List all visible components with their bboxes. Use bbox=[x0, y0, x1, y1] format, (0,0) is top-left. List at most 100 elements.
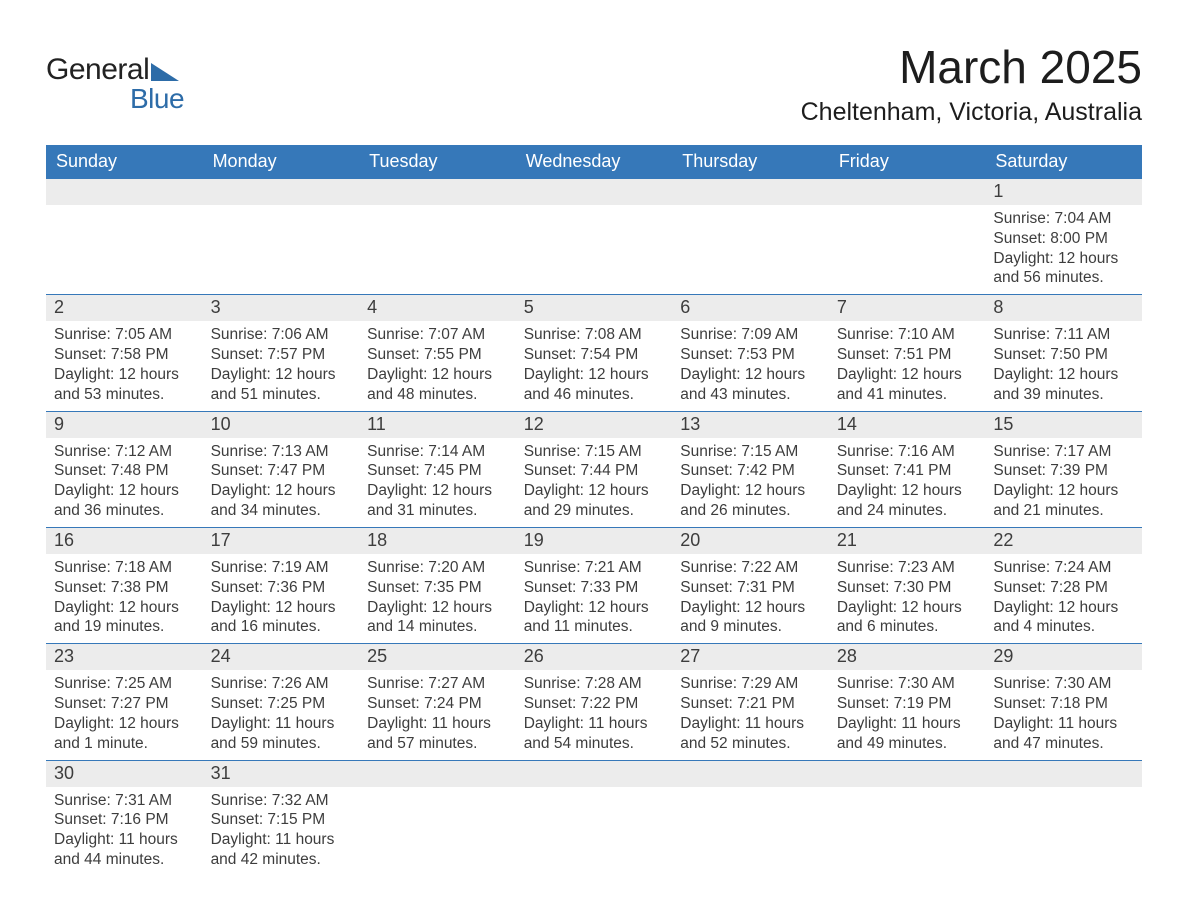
daylight-text: Daylight: 12 hours and 11 minutes. bbox=[524, 598, 665, 638]
calendar-cell: 9Sunrise: 7:12 AMSunset: 7:48 PMDaylight… bbox=[46, 411, 203, 527]
daylight-text: Daylight: 12 hours and 31 minutes. bbox=[367, 481, 508, 521]
sunrise-text: Sunrise: 7:28 AM bbox=[524, 674, 665, 694]
day-number: 5 bbox=[516, 295, 673, 321]
day-number: 25 bbox=[359, 644, 516, 670]
day-body: Sunrise: 7:21 AMSunset: 7:33 PMDaylight:… bbox=[516, 554, 673, 643]
sunrise-text: Sunrise: 7:21 AM bbox=[524, 558, 665, 578]
sunset-text: Sunset: 7:48 PM bbox=[54, 461, 195, 481]
sunset-text: Sunset: 7:55 PM bbox=[367, 345, 508, 365]
daylight-text: Daylight: 12 hours and 43 minutes. bbox=[680, 365, 821, 405]
daylight-text: Daylight: 12 hours and 24 minutes. bbox=[837, 481, 978, 521]
day-body: Sunrise: 7:05 AMSunset: 7:58 PMDaylight:… bbox=[46, 321, 203, 410]
calendar-cell: 27Sunrise: 7:29 AMSunset: 7:21 PMDayligh… bbox=[672, 644, 829, 760]
calendar-week-row: 23Sunrise: 7:25 AMSunset: 7:27 PMDayligh… bbox=[46, 644, 1142, 760]
day-number: 21 bbox=[829, 528, 986, 554]
day-number bbox=[359, 179, 516, 205]
logo-word2: Blue bbox=[130, 86, 184, 111]
day-number bbox=[672, 179, 829, 205]
day-body: Sunrise: 7:06 AMSunset: 7:57 PMDaylight:… bbox=[203, 321, 360, 410]
day-number bbox=[359, 761, 516, 787]
day-number: 11 bbox=[359, 412, 516, 438]
day-body: Sunrise: 7:14 AMSunset: 7:45 PMDaylight:… bbox=[359, 438, 516, 527]
sunset-text: Sunset: 7:22 PM bbox=[524, 694, 665, 714]
calendar-cell: 3Sunrise: 7:06 AMSunset: 7:57 PMDaylight… bbox=[203, 295, 360, 411]
location-title: Cheltenham, Victoria, Australia bbox=[801, 98, 1142, 127]
calendar-week-row: 9Sunrise: 7:12 AMSunset: 7:48 PMDaylight… bbox=[46, 411, 1142, 527]
day-number bbox=[985, 761, 1142, 787]
calendar-cell: 6Sunrise: 7:09 AMSunset: 7:53 PMDaylight… bbox=[672, 295, 829, 411]
sunset-text: Sunset: 7:44 PM bbox=[524, 461, 665, 481]
sunrise-text: Sunrise: 7:23 AM bbox=[837, 558, 978, 578]
sunrise-text: Sunrise: 7:25 AM bbox=[54, 674, 195, 694]
calendar-cell-empty bbox=[359, 179, 516, 295]
calendar-cell: 5Sunrise: 7:08 AMSunset: 7:54 PMDaylight… bbox=[516, 295, 673, 411]
day-number: 8 bbox=[985, 295, 1142, 321]
day-number: 17 bbox=[203, 528, 360, 554]
calendar-cell-empty bbox=[46, 179, 203, 295]
daylight-text: Daylight: 11 hours and 52 minutes. bbox=[680, 714, 821, 754]
calendar-cell-empty bbox=[359, 760, 516, 876]
daylight-text: Daylight: 12 hours and 21 minutes. bbox=[993, 481, 1134, 521]
day-number: 26 bbox=[516, 644, 673, 670]
daylight-text: Daylight: 12 hours and 16 minutes. bbox=[211, 598, 352, 638]
daylight-text: Daylight: 11 hours and 59 minutes. bbox=[211, 714, 352, 754]
daylight-text: Daylight: 12 hours and 48 minutes. bbox=[367, 365, 508, 405]
calendar-cell-empty bbox=[829, 179, 986, 295]
day-body: Sunrise: 7:12 AMSunset: 7:48 PMDaylight:… bbox=[46, 438, 203, 527]
day-number: 27 bbox=[672, 644, 829, 670]
day-number: 16 bbox=[46, 528, 203, 554]
calendar-cell: 25Sunrise: 7:27 AMSunset: 7:24 PMDayligh… bbox=[359, 644, 516, 760]
day-body bbox=[359, 787, 516, 871]
day-number: 10 bbox=[203, 412, 360, 438]
sunset-text: Sunset: 7:25 PM bbox=[211, 694, 352, 714]
calendar-cell: 4Sunrise: 7:07 AMSunset: 7:55 PMDaylight… bbox=[359, 295, 516, 411]
day-body bbox=[985, 787, 1142, 871]
weekday-header: Wednesday bbox=[516, 145, 673, 179]
sunrise-text: Sunrise: 7:20 AM bbox=[367, 558, 508, 578]
sunrise-text: Sunrise: 7:16 AM bbox=[837, 442, 978, 462]
day-body: Sunrise: 7:19 AMSunset: 7:36 PMDaylight:… bbox=[203, 554, 360, 643]
sunrise-text: Sunrise: 7:07 AM bbox=[367, 325, 508, 345]
day-body: Sunrise: 7:11 AMSunset: 7:50 PMDaylight:… bbox=[985, 321, 1142, 410]
sunset-text: Sunset: 7:57 PM bbox=[211, 345, 352, 365]
day-number: 20 bbox=[672, 528, 829, 554]
calendar-cell-empty bbox=[985, 760, 1142, 876]
day-body: Sunrise: 7:20 AMSunset: 7:35 PMDaylight:… bbox=[359, 554, 516, 643]
day-body: Sunrise: 7:04 AMSunset: 8:00 PMDaylight:… bbox=[985, 205, 1142, 294]
calendar-week-row: 30Sunrise: 7:31 AMSunset: 7:16 PMDayligh… bbox=[46, 760, 1142, 876]
calendar-week-row: 1Sunrise: 7:04 AMSunset: 8:00 PMDaylight… bbox=[46, 179, 1142, 295]
sunset-text: Sunset: 7:30 PM bbox=[837, 578, 978, 598]
calendar-cell: 23Sunrise: 7:25 AMSunset: 7:27 PMDayligh… bbox=[46, 644, 203, 760]
calendar-cell: 15Sunrise: 7:17 AMSunset: 7:39 PMDayligh… bbox=[985, 411, 1142, 527]
daylight-text: Daylight: 12 hours and 19 minutes. bbox=[54, 598, 195, 638]
calendar-cell: 16Sunrise: 7:18 AMSunset: 7:38 PMDayligh… bbox=[46, 527, 203, 643]
day-number: 30 bbox=[46, 761, 203, 787]
day-number: 19 bbox=[516, 528, 673, 554]
day-number: 18 bbox=[359, 528, 516, 554]
sunset-text: Sunset: 7:58 PM bbox=[54, 345, 195, 365]
sunset-text: Sunset: 8:00 PM bbox=[993, 229, 1134, 249]
sunrise-text: Sunrise: 7:26 AM bbox=[211, 674, 352, 694]
day-number bbox=[829, 761, 986, 787]
sunrise-text: Sunrise: 7:17 AM bbox=[993, 442, 1134, 462]
calendar-cell: 13Sunrise: 7:15 AMSunset: 7:42 PMDayligh… bbox=[672, 411, 829, 527]
day-body: Sunrise: 7:29 AMSunset: 7:21 PMDaylight:… bbox=[672, 670, 829, 759]
daylight-text: Daylight: 12 hours and 53 minutes. bbox=[54, 365, 195, 405]
daylight-text: Daylight: 12 hours and 34 minutes. bbox=[211, 481, 352, 521]
day-number bbox=[516, 179, 673, 205]
calendar-cell: 20Sunrise: 7:22 AMSunset: 7:31 PMDayligh… bbox=[672, 527, 829, 643]
sunrise-text: Sunrise: 7:15 AM bbox=[680, 442, 821, 462]
sunrise-text: Sunrise: 7:10 AM bbox=[837, 325, 978, 345]
daylight-text: Daylight: 11 hours and 57 minutes. bbox=[367, 714, 508, 754]
daylight-text: Daylight: 12 hours and 51 minutes. bbox=[211, 365, 352, 405]
sunset-text: Sunset: 7:39 PM bbox=[993, 461, 1134, 481]
calendar-cell-empty bbox=[516, 179, 673, 295]
daylight-text: Daylight: 12 hours and 46 minutes. bbox=[524, 365, 665, 405]
day-number: 1 bbox=[985, 179, 1142, 205]
sunrise-text: Sunrise: 7:12 AM bbox=[54, 442, 195, 462]
day-body: Sunrise: 7:16 AMSunset: 7:41 PMDaylight:… bbox=[829, 438, 986, 527]
calendar-cell: 2Sunrise: 7:05 AMSunset: 7:58 PMDaylight… bbox=[46, 295, 203, 411]
day-number bbox=[203, 179, 360, 205]
month-title: March 2025 bbox=[801, 40, 1142, 94]
sunset-text: Sunset: 7:53 PM bbox=[680, 345, 821, 365]
